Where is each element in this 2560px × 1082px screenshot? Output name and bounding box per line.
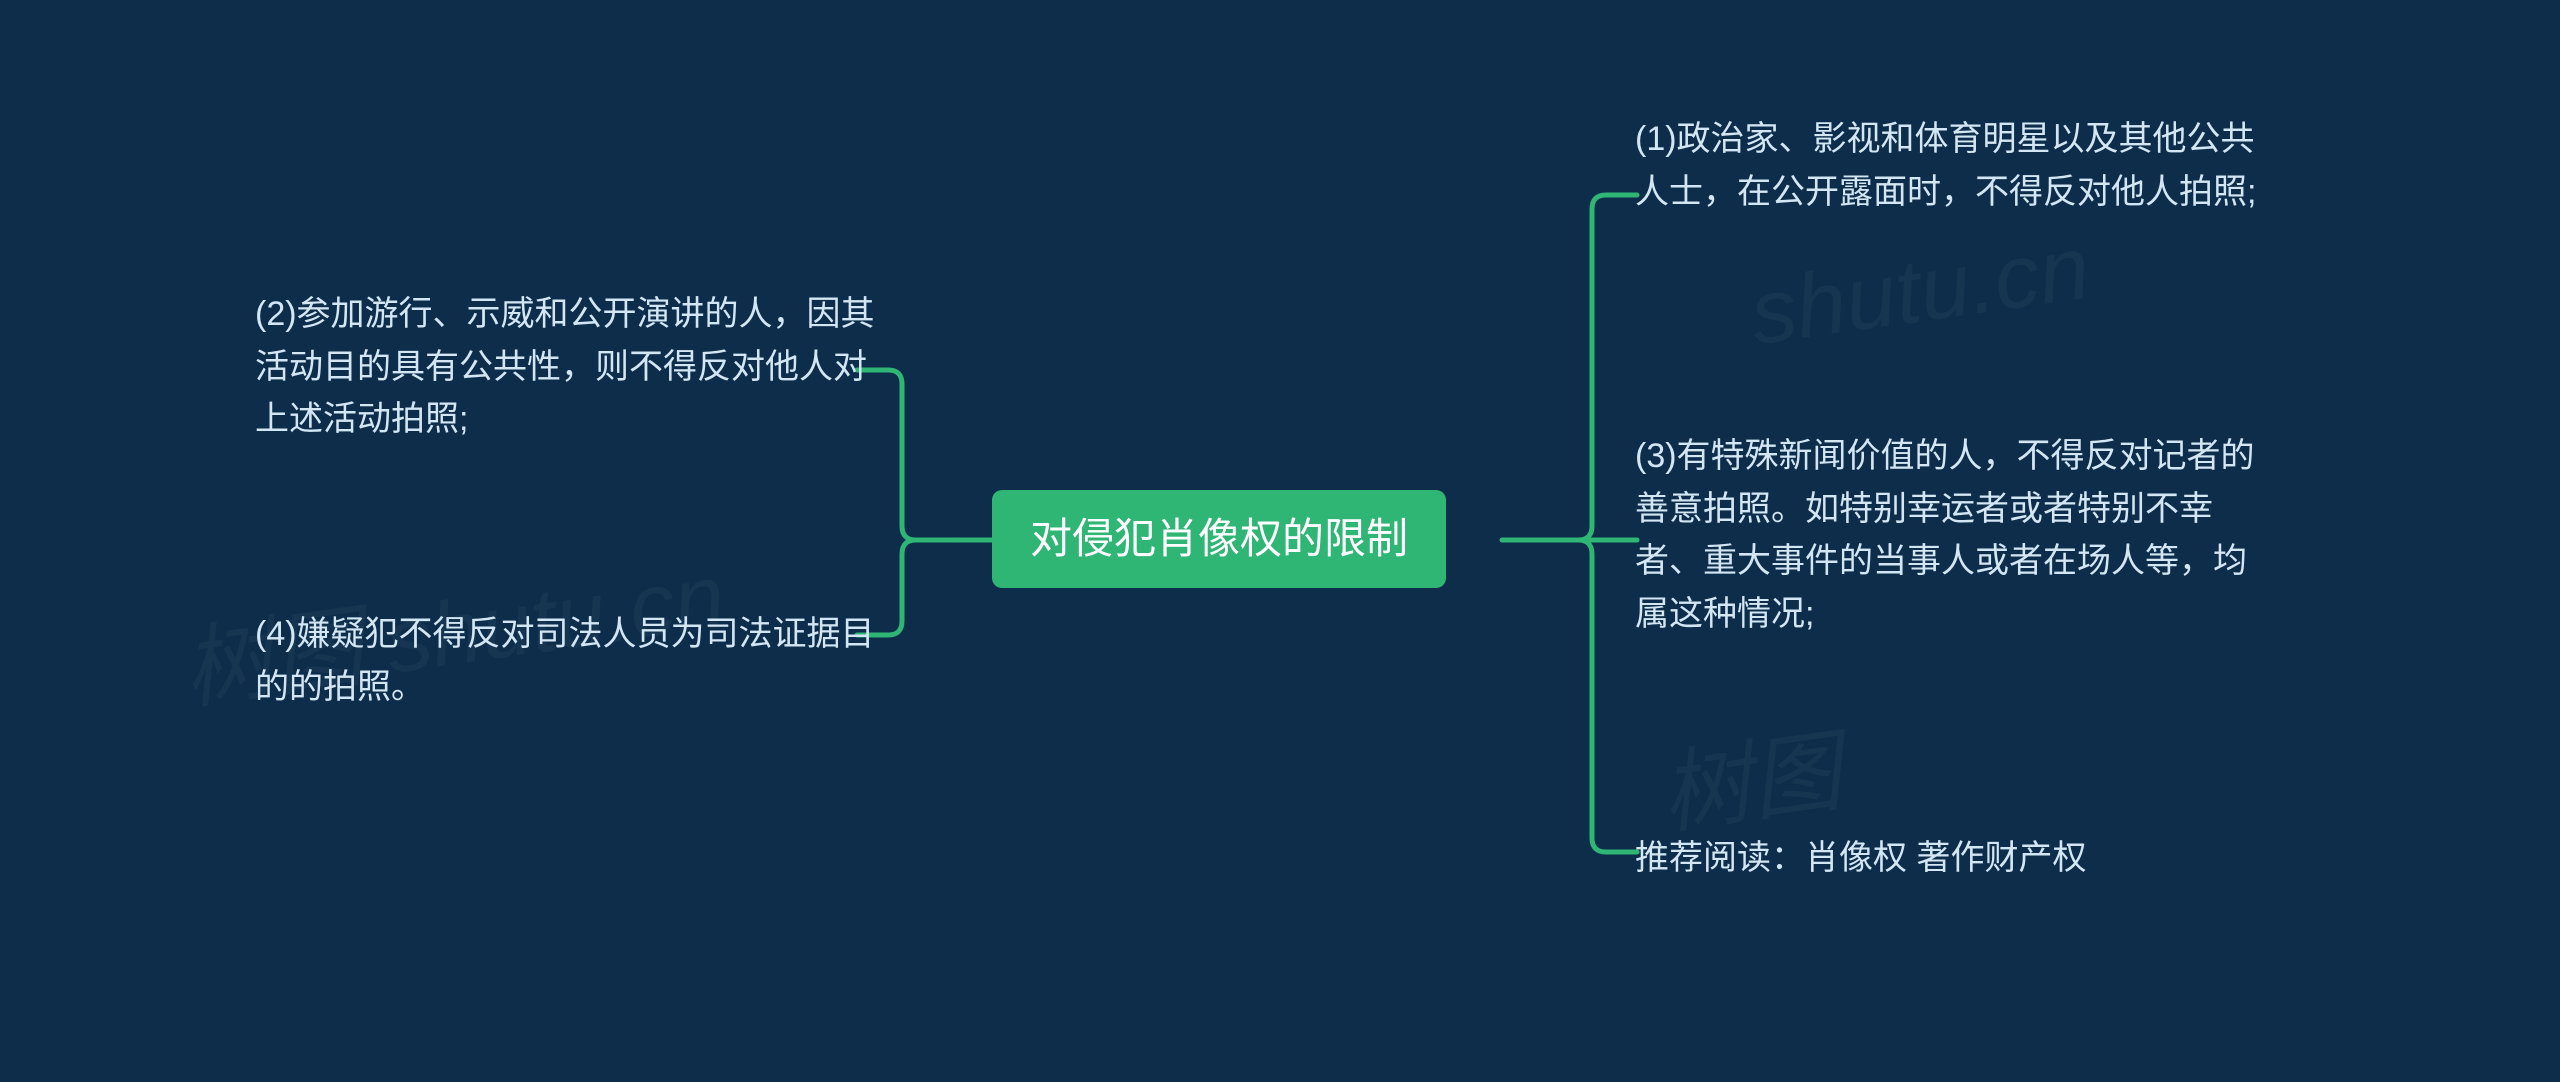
branch-b1: (1)政治家、影视和体育明星以及其他公共人士，在公开露面时，不得反对他人拍照; — [1635, 113, 2260, 218]
branch-b3: (3)有特殊新闻价值的人，不得反对记者的善意拍照。如特别幸运者或者特别不幸者、重… — [1635, 430, 2260, 641]
center-node: 对侵犯肖像权的限制 — [992, 490, 1446, 588]
branch-b4: (4)嫌疑犯不得反对司法人员为司法证据目的的拍照。 — [255, 608, 880, 713]
branch-b2: (2)参加游行、示威和公开演讲的人，因其活动目的具有公共性，则不得反对他人对上述… — [255, 288, 880, 446]
watermark: 树图 — [1652, 698, 1848, 852]
branch-b5: 推荐阅读：肖像权 著作财产权 — [1635, 832, 2086, 885]
mindmap-canvas: 对侵犯肖像权的限制 树图 shutu.cnshutu.cn树图(2)参加游行、示… — [0, 0, 2560, 1082]
watermark: shutu.cn — [1744, 217, 2095, 366]
